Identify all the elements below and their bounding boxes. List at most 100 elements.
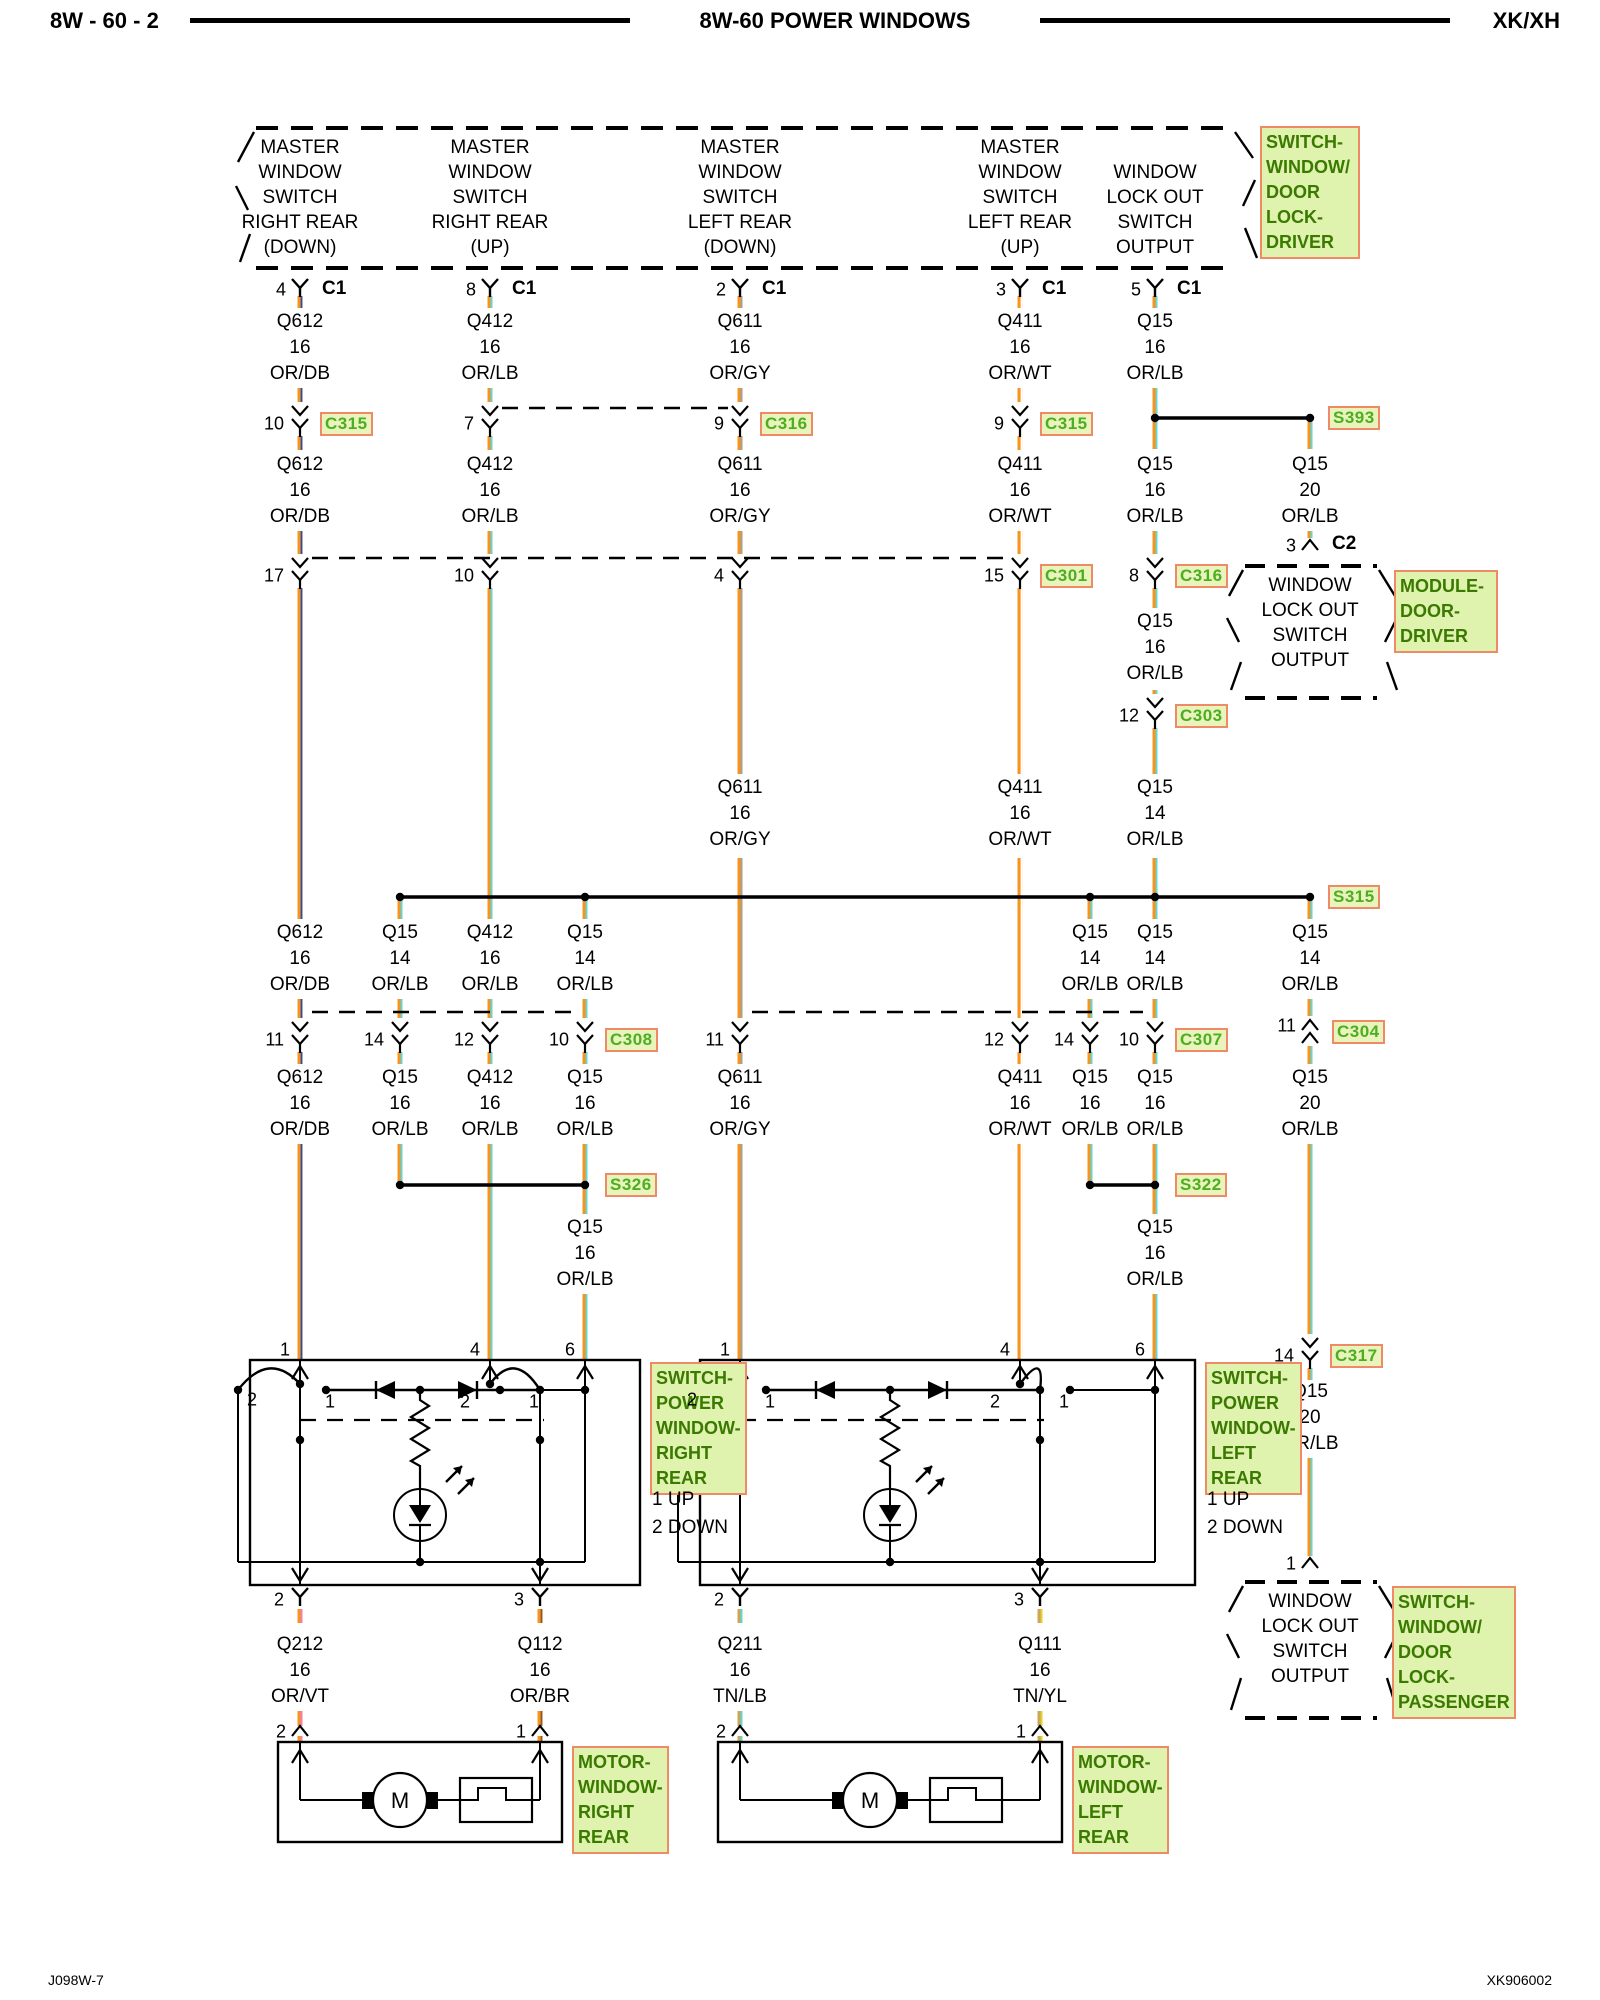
component-label-line: POWER [1211,1393,1280,1413]
wire-gauge: 16 [1144,1093,1166,1114]
wire-color: OR/GY [709,363,771,384]
wire-color: TN/LB [713,1686,767,1707]
wire-color: OR/LB [1126,1119,1184,1140]
wire-gauge: 14 [389,948,411,969]
wire-color: TN/YL [1013,1686,1067,1707]
wire-color: OR/LB [1126,829,1184,850]
wire-color: OR/VT [270,1686,330,1707]
pin-number: 2 [715,279,726,300]
component-label-line: REAR [1078,1827,1130,1847]
component-label-line: DOOR- [1400,601,1460,621]
component-label-line: DOOR [1398,1642,1452,1662]
wire-circuit: Q611 [717,777,763,798]
wire-gauge: 14 [574,948,596,969]
pin-number: 10 [453,565,474,586]
pin-number: 3 [995,279,1006,300]
component-label: MOTOR- WINDOW- RIGHT REAR [572,1746,669,1854]
switch-function-label: (UP) [1000,237,1040,258]
wire-color: OR/LB [371,974,429,995]
wire-gauge: 14 [1144,803,1166,824]
wire-gauge: 14 [1299,948,1321,969]
wire-circuit: Q15 [567,1067,603,1088]
page-title: 8W-60 POWER WINDOWS [699,8,971,33]
wire-color: OR/WT [988,1119,1052,1140]
component-label-line: LOCK- [1266,207,1323,227]
wire-color: OR/LB [461,363,519,384]
pin-number: 11 [265,1029,284,1050]
wire-circuit: Q411 [997,1067,1043,1088]
footer-sheet-id: XK906002 [1486,1972,1552,1988]
wire-gauge: 16 [574,1243,596,1264]
wire-color: OR/LB [556,1119,614,1140]
connector-tag: C317 [1330,1344,1383,1368]
wire-circuit: Q15 [1137,1217,1173,1238]
wire-circuit: Q15 [1137,611,1173,632]
component-label: SWITCH- WINDOW/DOOR LOCK- PASSENGER [1392,1586,1516,1719]
wire-circuit: Q412 [466,1067,514,1088]
component-label-line: WINDOW/ [1398,1617,1482,1637]
pin-number: 10 [1118,1029,1139,1050]
wire-circuit: Q411 [997,311,1043,332]
component-label-line: WINDOW- [578,1777,663,1797]
wire-circuit: Q612 [276,454,324,475]
wire-color: OR/LB [556,974,614,995]
component-label-line: SWITCH- [656,1368,733,1388]
switch-function-label: WINDOW [1113,162,1197,183]
wire-gauge: 16 [729,1660,751,1681]
component-label-line: WINDOW/ [1266,157,1350,177]
component-label: MOTOR- WINDOW- LEFT REAR [1072,1746,1169,1854]
wire-gauge: 16 [479,948,501,969]
pin-number: 9 [713,413,724,434]
pin-number: 14 [1053,1029,1074,1050]
wire-circuit: Q612 [276,922,324,943]
switch-function-label: MASTER [700,137,780,158]
switch-function-label: (UP) [470,237,510,258]
wire-gauge: 16 [729,337,751,358]
pin-number: 12 [453,1029,474,1050]
wire-circuit: Q612 [276,1067,324,1088]
lockout-box-label: LOCK OUT [1261,1616,1359,1637]
pin-number: 8 [1128,565,1139,586]
connector-name: C1 [512,278,537,299]
wire-color: OR/LB [461,974,519,995]
wire-gauge: 20 [1299,480,1321,501]
wire-color: OR/LB [1061,974,1119,995]
switch-function-label: SWITCH [982,187,1058,208]
wire-gauge: 16 [1144,480,1166,501]
contact-label: 1 [528,1391,540,1412]
switch-function-label: (DOWN) [263,237,337,258]
pin-number: 2 [275,1721,286,1742]
component-label-line: RIGHT [656,1443,712,1463]
switch-function-label: WINDOW [258,162,342,183]
pin-number: 6 [1134,1339,1145,1360]
wire-color: OR/WT [988,829,1052,850]
wire-circuit: Q412 [466,311,514,332]
pin-number: 2 [713,1589,724,1610]
wire-gauge: 16 [1029,1660,1051,1681]
connector-tag: C315 [320,412,373,436]
switch-function-label: MASTER [260,137,340,158]
lockout-box-label: SWITCH [1272,625,1348,646]
wire-circuit: Q15 [1137,922,1173,943]
wire-color: OR/WT [988,506,1052,527]
wire-color: OR/LB [371,1119,429,1140]
pin-number: 14 [363,1029,384,1050]
pin-number: 12 [983,1029,1004,1050]
component-label-line: WINDOW- [656,1418,741,1438]
wire-circuit: Q15 [1137,454,1173,475]
pin-number: 3 [1013,1589,1024,1610]
updown-legend: 1 UP [1207,1489,1250,1510]
wire-circuit: Q15 [1072,1067,1108,1088]
switch-function-label: OUTPUT [1115,237,1195,258]
wire-color: OR/DB [269,1119,331,1140]
component-label: SWITCH- POWER WINDOW- RIGHT REAR [650,1362,747,1495]
lockout-box-label: OUTPUT [1270,650,1350,671]
component-label-line: SWITCH- [1266,132,1343,152]
pin-number: 12 [1118,705,1139,726]
switch-function-label: SWITCH [1117,212,1193,233]
wire-circuit: Q15 [1292,1067,1328,1088]
wire-circuit: Q112 [517,1634,563,1655]
wire-gauge: 16 [389,1093,411,1114]
